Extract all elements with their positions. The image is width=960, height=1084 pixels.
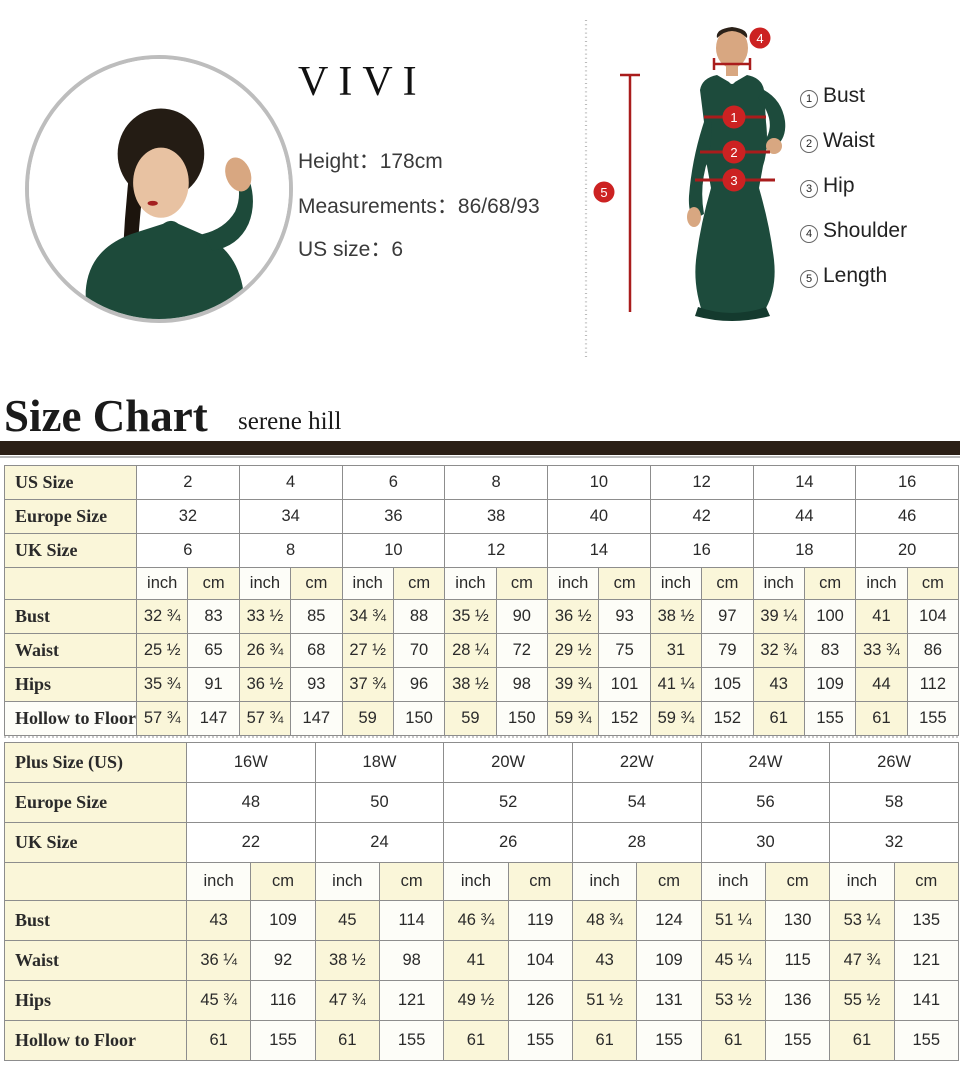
svg-text:5: 5 — [600, 185, 607, 200]
svg-text:1: 1 — [730, 110, 737, 125]
svg-text:4: 4 — [756, 31, 763, 46]
svg-text:3: 3 — [730, 173, 737, 188]
svg-text:2: 2 — [730, 145, 737, 160]
